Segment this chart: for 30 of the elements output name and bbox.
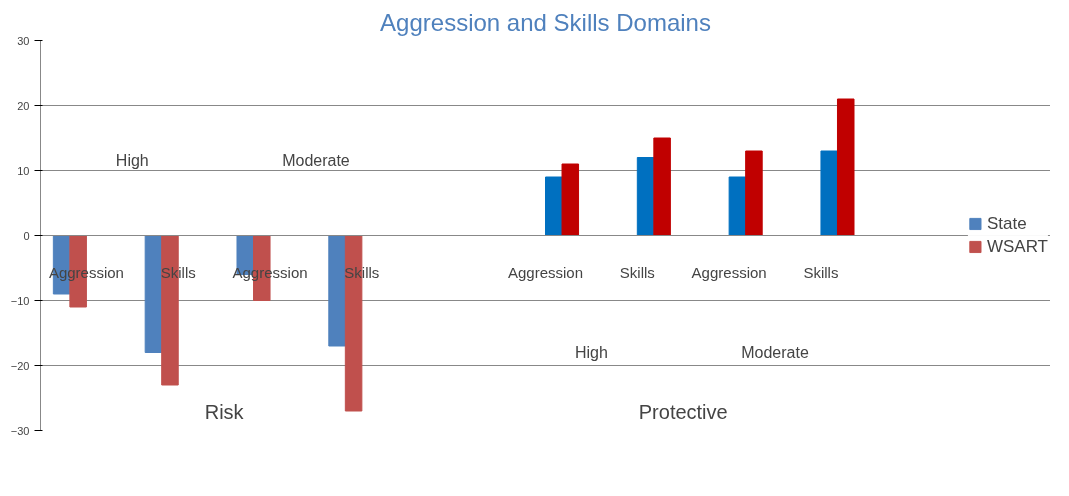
y-tick-label: −20 <box>10 359 30 372</box>
y-tick-label: 10 <box>17 164 30 177</box>
legend-label: State <box>986 213 1027 234</box>
bar <box>745 150 763 236</box>
bar <box>653 137 671 236</box>
annotation: High <box>574 344 608 361</box>
bar <box>636 157 655 236</box>
y-tick-label: −10 <box>10 294 30 307</box>
bar <box>820 150 838 236</box>
y-tick-label: 30 <box>17 34 30 47</box>
bar <box>545 176 563 236</box>
annotation: Moderate <box>282 152 350 170</box>
x-tick-label: Skills <box>803 263 839 281</box>
annotation: Moderate <box>741 344 809 361</box>
legend-label: WSART <box>986 236 1048 257</box>
y-tick-label: −30 <box>10 424 30 437</box>
annotation: Risk <box>204 400 245 423</box>
chart-title: Aggression and Skills Domains <box>380 8 711 36</box>
bar <box>144 235 163 353</box>
y-tick-label: 20 <box>17 99 30 112</box>
bar <box>836 98 855 236</box>
bar <box>328 235 346 347</box>
annotation: Protective <box>638 400 728 423</box>
bar <box>561 163 580 236</box>
x-tick-label: Aggression <box>507 263 584 281</box>
y-tick-label: 0 <box>23 229 30 242</box>
x-tick-label: Skills <box>619 263 655 281</box>
bar <box>728 176 747 236</box>
x-tick-label: Aggression <box>691 263 767 281</box>
annotation: High <box>115 152 149 170</box>
